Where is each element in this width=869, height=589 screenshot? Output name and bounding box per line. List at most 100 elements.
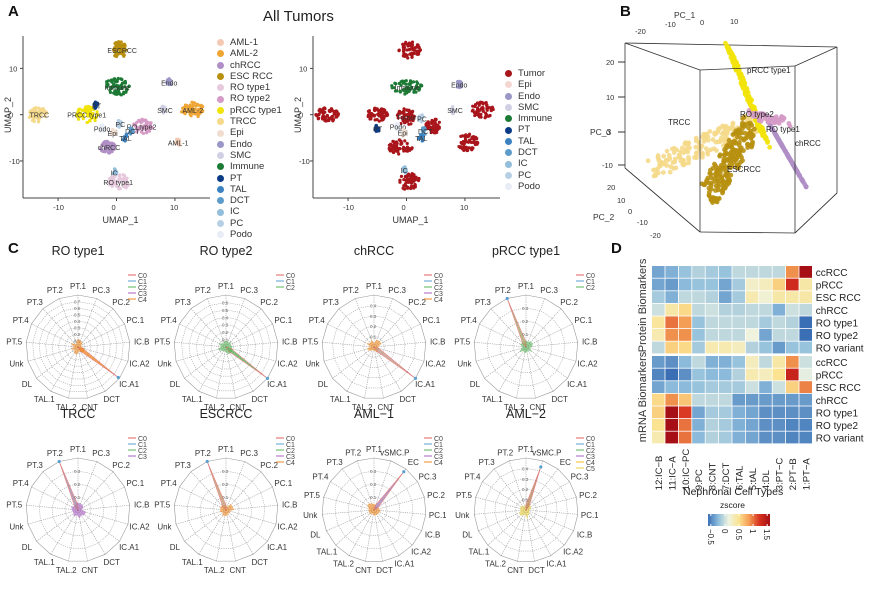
heatmap-cell (665, 406, 678, 419)
pca-point (668, 164, 674, 170)
umap-point (407, 47, 411, 52)
radar-series-spike (373, 346, 416, 379)
umap-point (369, 115, 373, 119)
umap-point (402, 133, 406, 137)
radar-grid-ring (512, 333, 540, 361)
radar-legend-label: C4 (138, 297, 147, 304)
umap-cluster (457, 132, 480, 153)
heatmap-cell (678, 406, 692, 419)
radar-spoke (373, 509, 413, 546)
radar-axis-label: DL (170, 543, 181, 552)
umap-point (187, 109, 191, 113)
umap-point (123, 81, 128, 85)
umap-point (433, 117, 437, 121)
pca-point (666, 153, 672, 158)
radar-axis-label: IC.A2 (411, 547, 432, 556)
heatmap-row-label: RO type1 (816, 408, 859, 419)
radar-axis-label: DL (22, 543, 33, 552)
heatmap-cell (759, 393, 772, 406)
umap-point (121, 52, 125, 56)
radar-spoke (525, 509, 565, 546)
heatmap-cell (772, 329, 786, 341)
umap-point (399, 174, 404, 178)
radar-axis-label: PC.2 (427, 491, 445, 500)
heatmap-cell (786, 431, 799, 444)
legend-swatch (505, 92, 512, 100)
heatmap-cell (665, 266, 678, 278)
x-tick-label: -10 (53, 203, 64, 212)
pca-point (750, 106, 756, 112)
radar-spoke (36, 346, 79, 379)
radar-r-tick-label: 0.2 (522, 487, 529, 492)
umap-point (406, 88, 410, 92)
y-tick-label: -10 (299, 157, 310, 166)
legend-label: Endo (230, 138, 253, 150)
umap-point (471, 104, 475, 108)
umap-point (420, 133, 424, 137)
legend-swatch (217, 73, 224, 81)
radar-legend-label: C3 (138, 454, 147, 461)
umap-point (88, 105, 92, 109)
heatmap-cell (719, 406, 732, 419)
umap-point (484, 114, 488, 119)
heatmap-cell (745, 393, 759, 406)
pca-point (747, 111, 753, 116)
pca-point (719, 179, 725, 185)
umap-point (194, 104, 198, 108)
heatmap-cell (705, 266, 719, 278)
pca-point (696, 146, 702, 152)
umap-cluster-label: RO type1 (103, 180, 133, 187)
umap-point (398, 89, 402, 93)
radar-r-tick-label: 0.3 (370, 314, 377, 319)
umap-point (407, 41, 411, 45)
pca-point (736, 132, 742, 137)
umap-point (458, 146, 462, 150)
umap-point (418, 48, 422, 52)
cube-edge (794, 192, 838, 234)
heatmap-cell (678, 329, 692, 341)
radar-r-tick-label: 0.2 (74, 332, 81, 337)
umap-point (150, 126, 154, 130)
radar-grid-ring (196, 316, 256, 377)
heatmap-cell (772, 341, 786, 354)
umap-cluster-label: Epi (108, 131, 119, 138)
heatmap-cell (705, 406, 719, 419)
heatmap-cell (745, 341, 759, 354)
umap-point (100, 143, 104, 147)
heatmap-cell (678, 291, 692, 303)
radar-series-spike (206, 461, 227, 511)
umap-point (405, 118, 409, 122)
heatmap-cell (799, 431, 812, 444)
legend-swatch (217, 84, 224, 92)
heatmap-cell (678, 431, 692, 444)
radar-axis-label: PT.3 (175, 298, 192, 307)
heatmap-cell (678, 393, 692, 406)
pca-point (713, 183, 719, 189)
pca-y-tick-label: 20 (607, 183, 615, 192)
umap-point (390, 86, 394, 90)
colorbar-tick-label: 0 (720, 529, 729, 534)
radar-axis-label: IC.A2 (278, 523, 298, 532)
umap-point (405, 173, 410, 178)
heatmap-cell (692, 356, 705, 368)
radar-legend-label: C1 (586, 279, 595, 286)
heatmap-cell (652, 291, 665, 303)
umap-point (481, 109, 485, 113)
umap-point (86, 114, 90, 118)
heatmap-column-label: 1:PT−A (801, 458, 812, 491)
legend-swatch (505, 160, 512, 168)
radar-axis-label: PT.3 (27, 298, 44, 307)
radar-axis-label: PT.3 (27, 461, 44, 470)
umap-cluster (92, 100, 100, 110)
radar-axis-label: PC.1 (126, 316, 144, 325)
radar-axis-label: PC.2 (112, 461, 130, 470)
heatmap-cell (652, 431, 665, 444)
radar-grid-ring (199, 483, 253, 536)
radar-r-tick-label: 0.2 (74, 482, 81, 487)
pca-point (731, 56, 737, 62)
radar-r-tick-label: 0.1 (74, 495, 81, 500)
radar-axis-label: PC.3 (540, 286, 558, 295)
radar-grid-ring (58, 327, 98, 367)
umap-point (109, 150, 113, 154)
umap-cluster (390, 79, 424, 96)
